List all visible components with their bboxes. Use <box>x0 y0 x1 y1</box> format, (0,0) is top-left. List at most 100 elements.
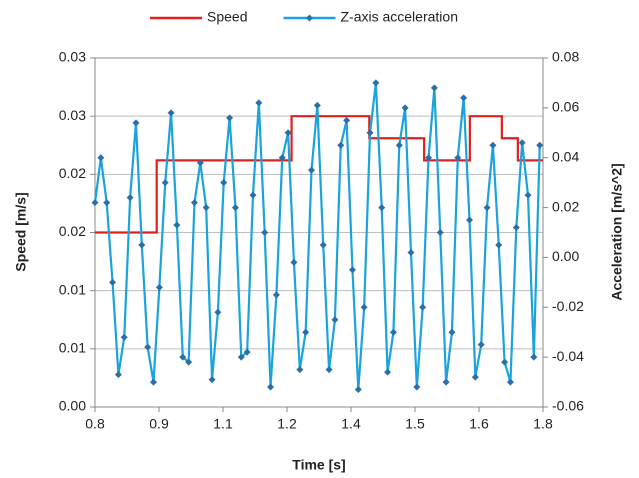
data-point <box>202 204 210 212</box>
data-point <box>407 248 415 256</box>
data-point <box>91 199 99 207</box>
legend-marker <box>305 14 313 22</box>
series-line <box>95 115 543 234</box>
data-point <box>120 333 128 341</box>
x-tick-label: 1.5 <box>405 416 425 432</box>
data-point <box>395 141 403 149</box>
data-point <box>237 353 245 361</box>
y-tick-label: 0.03 <box>59 107 86 123</box>
data-point <box>465 216 473 224</box>
data-point <box>114 371 122 379</box>
data-point <box>179 353 187 361</box>
data-point <box>360 303 368 311</box>
data-point <box>126 194 134 202</box>
x-axis-title: Time [s] <box>292 457 345 473</box>
data-point <box>343 116 351 124</box>
y-axis-title: Speed [m/s] <box>13 192 29 271</box>
y-tick-label: 0.03 <box>59 49 86 65</box>
data-point <box>501 358 509 366</box>
data-point <box>325 366 333 374</box>
data-point <box>284 129 292 137</box>
y-tick-label: 0.02 <box>59 165 86 181</box>
data-point <box>442 378 450 386</box>
data-point <box>389 328 397 336</box>
data-point <box>103 199 111 207</box>
x-tick-label: 0.9 <box>149 416 169 432</box>
data-point <box>366 129 374 137</box>
data-point <box>97 154 105 162</box>
data-point <box>337 141 345 149</box>
y-tick-label: 0.02 <box>59 223 86 239</box>
data-point <box>278 154 286 162</box>
data-point <box>413 383 421 391</box>
data-point <box>267 383 275 391</box>
data-point <box>249 191 257 199</box>
data-point <box>231 204 239 212</box>
data-point <box>378 204 386 212</box>
data-point <box>384 368 392 376</box>
data-point <box>313 101 321 109</box>
y2-tick-label: -0.04 <box>552 348 584 364</box>
y-tick-label: 0.01 <box>59 281 86 297</box>
data-point <box>430 84 438 92</box>
data-point <box>109 278 117 286</box>
data-point <box>506 378 514 386</box>
data-point <box>185 358 193 366</box>
y2-tick-label: 0.02 <box>552 198 579 214</box>
data-point <box>319 241 327 249</box>
data-point <box>436 229 444 236</box>
data-point <box>167 109 175 117</box>
data-point <box>348 266 356 274</box>
y2-tick-label: 0.04 <box>552 148 579 164</box>
data-point <box>518 139 526 147</box>
data-point <box>495 241 503 249</box>
y-tick-label: 0.00 <box>59 398 86 414</box>
data-point <box>419 303 427 311</box>
data-point <box>214 308 222 316</box>
data-point <box>302 328 310 336</box>
data-point <box>372 79 380 87</box>
data-point <box>190 199 198 207</box>
data-point <box>354 386 362 394</box>
y-tick-label: 0.01 <box>59 340 86 356</box>
data-point <box>208 376 216 384</box>
data-point <box>477 341 485 349</box>
data-point <box>144 343 152 351</box>
data-point <box>530 353 538 361</box>
data-point <box>489 141 497 149</box>
data-point <box>138 241 146 249</box>
y2-tick-label: -0.02 <box>552 298 584 314</box>
data-point <box>331 316 339 324</box>
data-point <box>401 104 409 112</box>
data-point <box>296 366 304 374</box>
data-point <box>460 94 468 102</box>
data-point <box>308 166 316 174</box>
data-point <box>255 99 263 107</box>
x-tick-label: 0.8 <box>85 416 105 432</box>
data-point <box>483 204 491 212</box>
y2-tick-label: 0.08 <box>552 49 579 65</box>
legend-label: Z-axis acceleration <box>340 9 458 25</box>
data-point <box>524 191 532 199</box>
data-point <box>173 221 181 229</box>
legend-label: Speed <box>207 9 247 25</box>
data-point <box>220 179 228 187</box>
data-point <box>196 159 204 167</box>
data-point <box>261 229 269 236</box>
x-tick-label: 1.1 <box>213 416 233 432</box>
data-point <box>226 114 234 122</box>
data-point <box>155 283 163 291</box>
data-point <box>454 154 462 162</box>
data-point <box>161 179 169 187</box>
y2-axis-title: Acceleration [m/s^2] <box>609 163 625 300</box>
data-point <box>448 328 456 336</box>
y2-tick-label: 0.06 <box>552 99 579 115</box>
x-tick-label: 1.6 <box>469 416 489 432</box>
data-point <box>290 258 298 266</box>
data-point <box>512 224 520 232</box>
x-tick-label: 1.4 <box>341 416 361 432</box>
data-point <box>272 291 280 299</box>
x-tick-label: 1.8 <box>533 416 553 432</box>
